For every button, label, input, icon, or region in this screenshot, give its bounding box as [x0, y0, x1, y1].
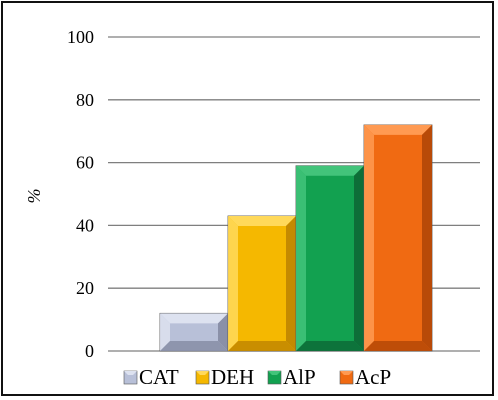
y-tick-label: 20 — [76, 278, 94, 298]
legend-label: AcP — [355, 365, 391, 389]
bar-bevel-top — [228, 215, 296, 226]
legend-swatch-bevel — [196, 371, 209, 375]
bar-bevel-left — [160, 313, 170, 351]
legend-label: CAT — [139, 365, 179, 389]
bars — [159, 124, 433, 352]
bar-bevel-right — [218, 313, 228, 351]
legend-item-cat: CAT — [123, 365, 179, 389]
bar-bevel-bottom — [228, 341, 296, 351]
legend-label: DEH — [211, 365, 254, 389]
bar-acp — [363, 124, 433, 352]
y-tick-label: 40 — [76, 215, 94, 235]
bar-bevel-right — [286, 215, 296, 351]
bar-bevel-top — [160, 313, 228, 324]
bar-bevel-right — [422, 124, 432, 351]
bar-bevel-left — [364, 124, 374, 351]
bar-body — [295, 165, 365, 352]
legend-item-deh: DEH — [195, 365, 254, 389]
bar-bevel-right — [354, 165, 364, 351]
legend-label: AlP — [283, 365, 316, 389]
bar-bevel-bottom — [160, 341, 228, 351]
y-tick-label: 100 — [67, 27, 94, 47]
legend-swatch-bevel — [268, 371, 281, 375]
y-axis-label: % — [24, 189, 44, 204]
bar-bevel-bottom — [364, 341, 432, 351]
y-tick-label: 80 — [76, 90, 94, 110]
bar-body — [227, 215, 297, 352]
bar-bevel-top — [296, 165, 364, 176]
bar-deh — [227, 215, 297, 352]
legend-swatch-bevel — [340, 371, 353, 375]
bar-cat — [159, 312, 229, 352]
bar-alp — [295, 165, 365, 352]
y-tick-label: 60 — [76, 153, 94, 173]
bar-bevel-bottom — [296, 341, 364, 351]
bar-bevel-top — [364, 124, 432, 135]
y-axis: 0 20 40 60 80 100 — [67, 27, 94, 361]
legend-item-alp: AlP — [267, 365, 316, 389]
legend: CAT DEH AlP AcP — [123, 365, 391, 389]
legend-swatch-bevel — [124, 371, 137, 375]
legend-item-acp: AcP — [339, 365, 391, 389]
bar-bevel-left — [296, 165, 306, 351]
bar-bevel-left — [228, 215, 238, 351]
bar-body — [363, 124, 433, 352]
y-tick-label: 0 — [85, 341, 94, 361]
